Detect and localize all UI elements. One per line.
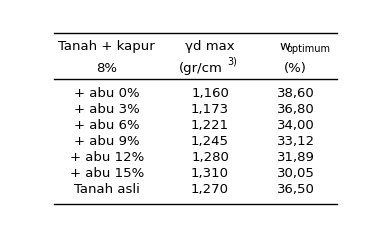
Text: + abu 15%: + abu 15% — [70, 167, 144, 180]
Text: 3): 3) — [227, 57, 237, 67]
Text: 31,89: 31,89 — [277, 151, 315, 164]
Text: (%): (%) — [284, 62, 307, 75]
Text: Tanah asli: Tanah asli — [74, 183, 139, 196]
Text: + abu 6%: + abu 6% — [74, 119, 139, 132]
Text: γd max: γd max — [185, 40, 235, 54]
Text: + abu 3%: + abu 3% — [74, 103, 139, 116]
Text: 36,80: 36,80 — [277, 103, 315, 116]
Text: optimum: optimum — [287, 44, 331, 54]
Text: + abu 12%: + abu 12% — [70, 151, 144, 164]
Text: w: w — [280, 40, 291, 54]
Text: 1,310: 1,310 — [191, 167, 229, 180]
Text: 36,50: 36,50 — [277, 183, 315, 196]
Text: 34,00: 34,00 — [277, 119, 315, 132]
Text: 33,12: 33,12 — [277, 135, 315, 148]
Text: 8%: 8% — [96, 62, 117, 75]
Text: + abu 9%: + abu 9% — [74, 135, 139, 148]
Text: 1,280: 1,280 — [191, 151, 229, 164]
Text: (gr/cm: (gr/cm — [179, 62, 223, 75]
Text: 1,160: 1,160 — [191, 87, 229, 100]
Text: 38,60: 38,60 — [277, 87, 315, 100]
Text: 1,270: 1,270 — [191, 183, 229, 196]
Text: 1,245: 1,245 — [191, 135, 229, 148]
Text: Tanah + kapur: Tanah + kapur — [58, 40, 155, 54]
Text: 30,05: 30,05 — [277, 167, 315, 180]
Text: 1,221: 1,221 — [191, 119, 229, 132]
Text: 1,173: 1,173 — [191, 103, 229, 116]
Text: + abu 0%: + abu 0% — [74, 87, 139, 100]
